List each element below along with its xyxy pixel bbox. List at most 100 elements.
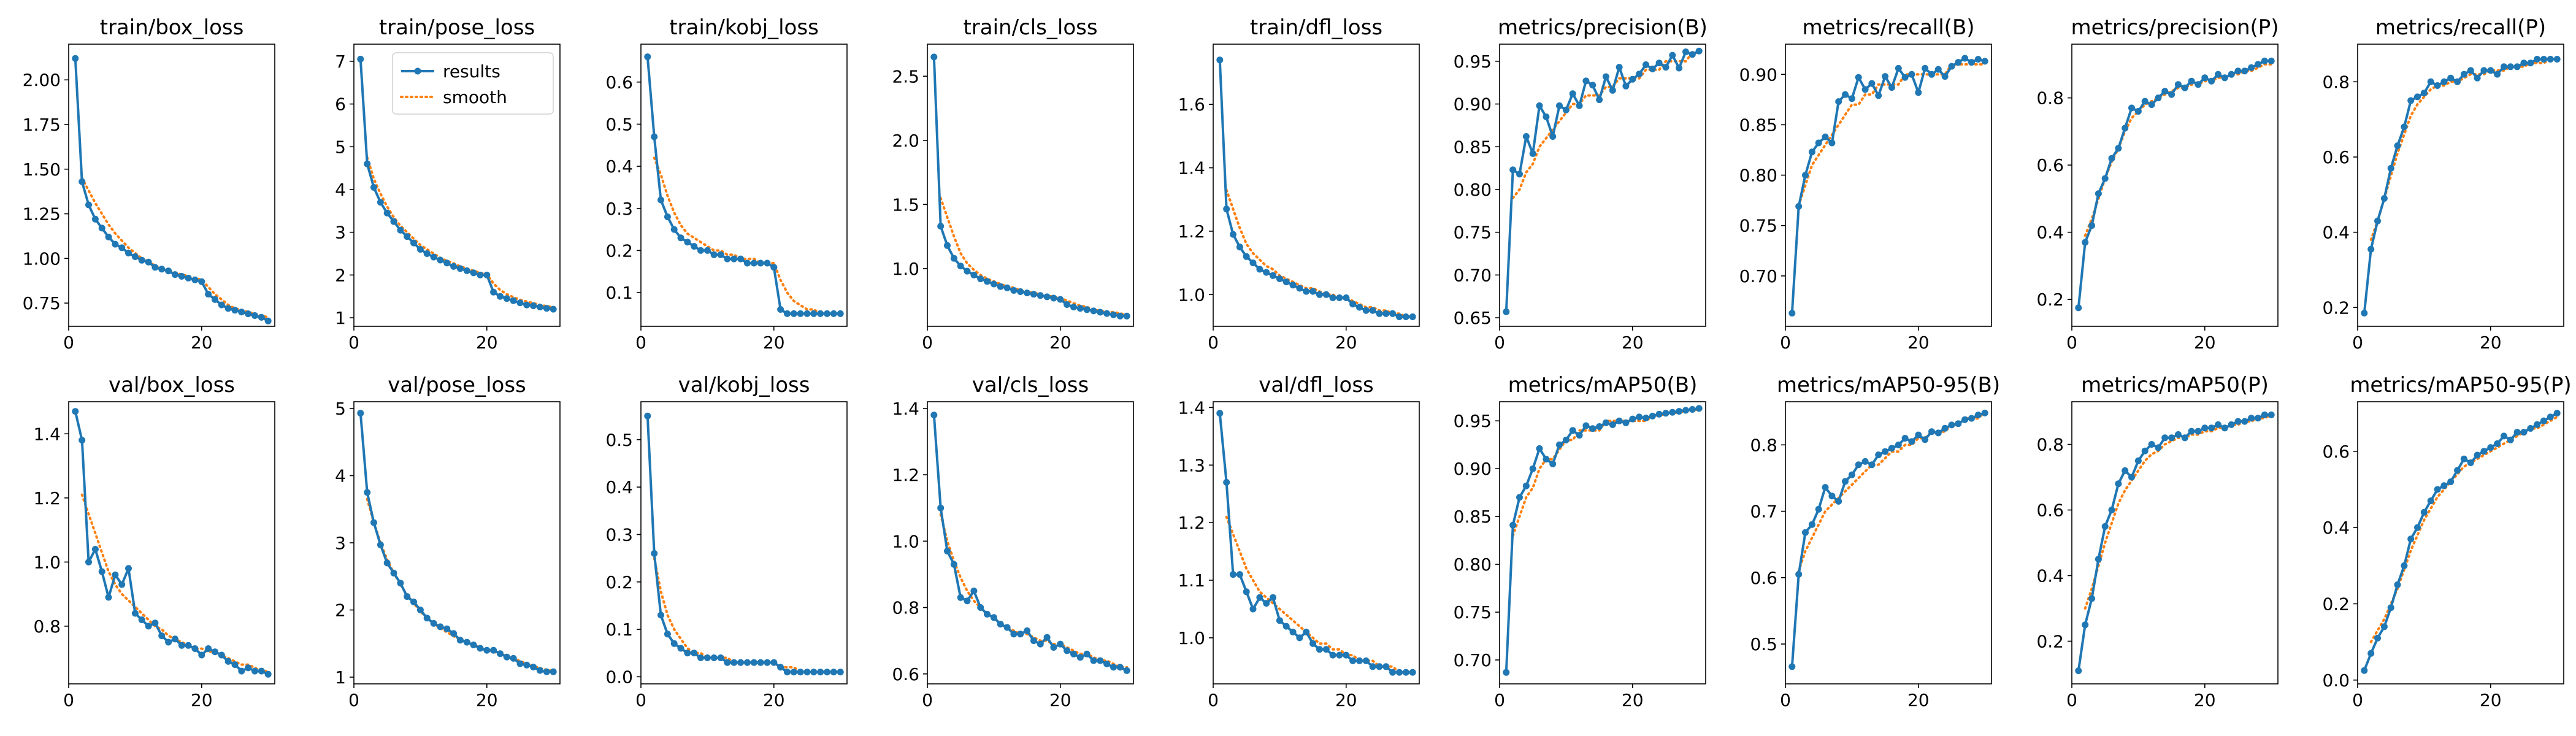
data-point [1256, 266, 1263, 273]
data-point [784, 669, 791, 676]
data-point [1103, 661, 1111, 667]
data-point [1596, 423, 1603, 430]
axes-frame [1499, 44, 1706, 327]
data-point [2115, 145, 2122, 152]
data-point [1602, 73, 1609, 80]
data-point [2134, 108, 2142, 115]
data-point [1249, 259, 1257, 267]
data-point [730, 255, 738, 263]
data-point [757, 659, 764, 666]
data-point [1981, 409, 1988, 416]
data-point [437, 623, 444, 631]
axes-frame [353, 401, 561, 684]
series-line-results [74, 58, 269, 323]
data-point [490, 288, 497, 296]
data-point [85, 558, 92, 565]
data-point [1682, 48, 1689, 55]
series-line-results [2077, 59, 2272, 309]
data-point [1636, 71, 1643, 78]
data-point [970, 271, 978, 278]
data-point [1922, 64, 1929, 72]
y-tick-label: 1.50 [23, 159, 61, 180]
data-point [364, 489, 371, 496]
data-point [423, 250, 431, 257]
data-point [1030, 291, 1037, 298]
data-point [743, 259, 751, 267]
series-line-smooth [1511, 51, 1701, 199]
y-tick-label: 1.3 [1178, 455, 1205, 475]
data-point [2082, 621, 2089, 629]
data-point [1848, 471, 1855, 478]
data-point [657, 611, 664, 619]
x-tick-label: 20 [1335, 332, 1357, 353]
data-point [1316, 291, 1323, 298]
data-point [1556, 441, 1563, 448]
data-point [1043, 634, 1051, 641]
axes-frame [2071, 401, 2279, 684]
data-point [1828, 139, 1836, 147]
data-point [1536, 445, 1543, 452]
data-point [2201, 74, 2209, 82]
data-point [937, 223, 945, 230]
data-point [1230, 571, 1236, 578]
data-point [1529, 465, 1536, 472]
x-tick-label: 0 [635, 690, 646, 710]
data-point [1396, 313, 1403, 320]
data-point [1402, 313, 1409, 320]
data-point [2540, 56, 2547, 63]
subplot-metrics-precision-p: metrics/precision(P) 0 20 0.2 0.4 0.6 0.8 [2036, 15, 2279, 353]
data-point [543, 305, 550, 312]
data-point [125, 250, 132, 257]
data-point [2460, 71, 2467, 78]
y-tick-label: 1.75 [23, 115, 61, 135]
data-point [1842, 478, 1849, 485]
data-point [456, 637, 464, 644]
data-point [2188, 77, 2195, 85]
data-point [1396, 669, 1403, 676]
data-point [1622, 419, 1630, 426]
data-point [1376, 663, 1383, 670]
data-point [1083, 306, 1091, 313]
data-point [105, 233, 112, 240]
data-point [2534, 56, 2541, 63]
data-point [1562, 106, 1570, 113]
data-point [443, 625, 451, 632]
x-tick-label: 20 [1049, 332, 1071, 353]
y-tick-label: 0.4 [605, 156, 633, 177]
subplot-val-box-loss: val/box_loss 0 20 0.8 1.0 1.2 1.4 [33, 373, 275, 710]
data-point [1934, 66, 1942, 73]
data-point [710, 251, 718, 258]
subplot-title: metrics/mAP50-95(B) [1777, 373, 2000, 397]
data-point [2527, 59, 2534, 67]
x-tick-label: 20 [2194, 332, 2216, 353]
data-point [1270, 272, 1276, 279]
data-point [944, 242, 951, 249]
data-point [977, 604, 984, 611]
subplot-val-dfl-loss: val/dfl_loss 0 20 1.0 1.1 1.2 1.3 1.4 [1178, 373, 1420, 710]
data-point [1562, 436, 1570, 443]
data-point [1922, 436, 1929, 443]
data-point [370, 519, 377, 526]
data-point [1795, 570, 1803, 578]
data-point [2427, 497, 2434, 505]
data-point [677, 234, 684, 242]
data-point [205, 291, 212, 298]
x-tick-label: 20 [763, 690, 785, 710]
series-line-results [2363, 58, 2558, 313]
data-point [91, 215, 99, 223]
data-point [1509, 166, 1517, 174]
data-point [644, 412, 651, 420]
y-tick-label: 4 [335, 466, 346, 486]
subplot-title: metrics/mAP50(P) [2081, 373, 2269, 397]
data-point [1010, 631, 1018, 638]
data-point [550, 668, 557, 675]
x-tick-label: 0 [922, 690, 933, 710]
data-point [750, 659, 757, 666]
y-tick-label: 4 [335, 180, 346, 200]
data-point [1064, 647, 1071, 654]
y-tick-label: 0.6 [2036, 155, 2064, 175]
data-point [1389, 669, 1397, 676]
data-point [2374, 217, 2381, 224]
x-tick-label: 20 [2480, 690, 2502, 710]
data-point [2547, 413, 2554, 421]
